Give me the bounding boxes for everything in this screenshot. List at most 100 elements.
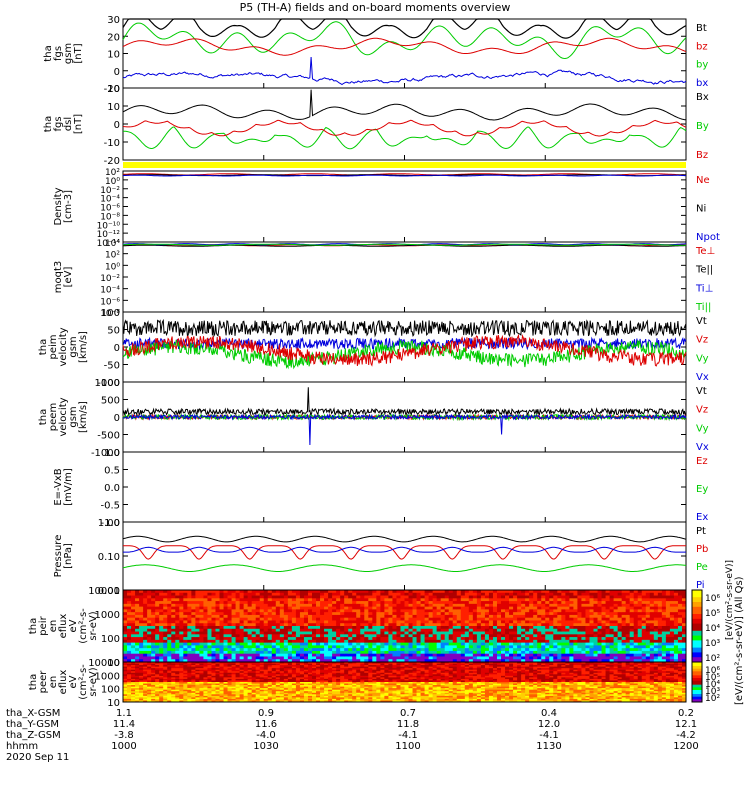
spectrogram-cell — [400, 634, 405, 638]
spectrogram-cell — [167, 606, 172, 610]
spectrogram-cell — [448, 639, 454, 644]
spectrogram-cell — [633, 639, 639, 644]
spectrogram-cell — [316, 592, 321, 596]
spectrogram-cell — [123, 691, 128, 694]
spectrogram-cell — [601, 642, 606, 646]
spectrogram-cell — [239, 637, 245, 641]
spectrogram-cell — [199, 659, 204, 663]
spectrogram-cell — [259, 603, 265, 608]
spectrogram-cell — [155, 686, 160, 689]
spectrogram-cell — [589, 626, 594, 630]
spectrogram-cell — [223, 631, 228, 635]
spectrogram-cell — [629, 637, 635, 641]
spectrogram-cell — [641, 590, 647, 594]
spectrogram-cell — [287, 656, 293, 660]
legend-entry: Ni — [696, 204, 706, 215]
spectrogram-cell — [199, 614, 204, 619]
spectrogram-cell — [191, 623, 196, 627]
spectrogram-cell — [649, 656, 655, 660]
spectrogram-cell — [452, 620, 458, 624]
spectrogram-cell — [436, 656, 442, 660]
spectrogram-cell — [307, 631, 313, 635]
spectrogram-cell — [356, 659, 361, 663]
spectrogram-cell — [307, 612, 313, 616]
spectrogram-cell — [440, 626, 446, 630]
spectrogram-cell — [553, 612, 558, 616]
spectrogram-cell — [561, 590, 566, 594]
spectrogram-cell — [360, 626, 365, 630]
spectrogram-cell — [211, 672, 216, 675]
spectrogram-cell — [175, 650, 180, 655]
y-tick-label: 10⁻² — [100, 274, 120, 284]
spectrogram-cell — [163, 695, 168, 698]
spectrogram-cell — [673, 642, 679, 646]
spectrogram-cell — [283, 590, 289, 594]
spectrogram-cell — [492, 650, 498, 655]
spectrogram-cell — [340, 634, 345, 638]
spectrogram-cell — [167, 685, 172, 688]
page-title: P5 (TH-A) fields and on-board moments ov… — [239, 1, 511, 14]
spectrogram-cell — [195, 595, 200, 599]
spectrogram-cell — [633, 592, 639, 596]
spectrogram-cell — [207, 666, 212, 669]
spectrogram-cell — [223, 686, 228, 689]
spectrogram-cell — [279, 650, 285, 655]
spectrogram-cell — [255, 695, 261, 698]
spectrogram-cell — [316, 631, 321, 635]
spectrogram-cell — [223, 678, 228, 681]
spectrogram-cell — [179, 637, 184, 641]
spectrogram-cell — [488, 634, 494, 638]
spectrogram-cell — [279, 671, 285, 674]
spectrogram-cell — [227, 689, 232, 692]
spectrogram-cell — [295, 656, 301, 660]
spectrogram-cell — [171, 695, 176, 698]
spectrogram-cell — [255, 598, 261, 602]
spectrogram-cell — [613, 639, 619, 644]
spectrogram-cell — [275, 623, 281, 627]
spectrogram-cell — [352, 626, 357, 630]
spectrogram-cell — [187, 614, 192, 619]
spectrogram-cell — [163, 634, 168, 638]
spectrogram-cell — [275, 663, 281, 666]
spectrogram-cell — [352, 612, 357, 616]
spectrogram-cell — [420, 614, 426, 619]
spectrogram-cell — [147, 698, 152, 701]
spectrogram-cell — [521, 612, 526, 616]
spectrogram-cell — [259, 592, 265, 596]
spectrogram-cell — [673, 598, 679, 602]
spectrogram-cell — [496, 639, 502, 644]
spectrogram-cell — [227, 700, 232, 703]
spectrogram-cell — [175, 612, 180, 616]
spectrogram-cell — [629, 659, 635, 663]
spectrogram-cell — [151, 668, 156, 671]
spectrogram-cell — [376, 623, 381, 627]
spectrogram-cell — [380, 639, 385, 644]
spectrogram-cell — [541, 653, 546, 657]
spectrogram-cell — [501, 659, 506, 663]
spectrogram-cell — [368, 590, 373, 594]
spectrogram-cell — [147, 662, 152, 664]
spectrogram-cell — [408, 606, 413, 610]
spectrogram-cell — [605, 614, 610, 619]
spectrogram-cell — [565, 645, 570, 649]
spectrogram-cell — [147, 620, 152, 624]
spectrogram-cell — [396, 639, 401, 644]
spectrogram-cell — [259, 698, 265, 701]
spectrogram-cell — [171, 674, 176, 677]
spectrogram-cell — [135, 689, 140, 692]
spectrogram-cell — [464, 590, 470, 594]
spectrogram-cell — [291, 656, 297, 660]
spectrogram-cell — [163, 682, 168, 684]
spectrogram-cell — [609, 650, 615, 655]
spectrogram-cell — [673, 639, 679, 644]
panel-frame — [122, 241, 687, 313]
spectrogram-cell — [360, 656, 365, 660]
spectrogram-cell — [243, 601, 249, 605]
spectrogram-cell — [657, 601, 663, 605]
spectrogram-cell — [496, 601, 502, 605]
spectrogram-cell — [283, 631, 289, 635]
spectrogram-cell — [243, 628, 249, 632]
spectrogram-cell — [649, 614, 655, 619]
spectrogram-cell — [384, 595, 389, 599]
spectrogram-cell — [123, 686, 128, 689]
